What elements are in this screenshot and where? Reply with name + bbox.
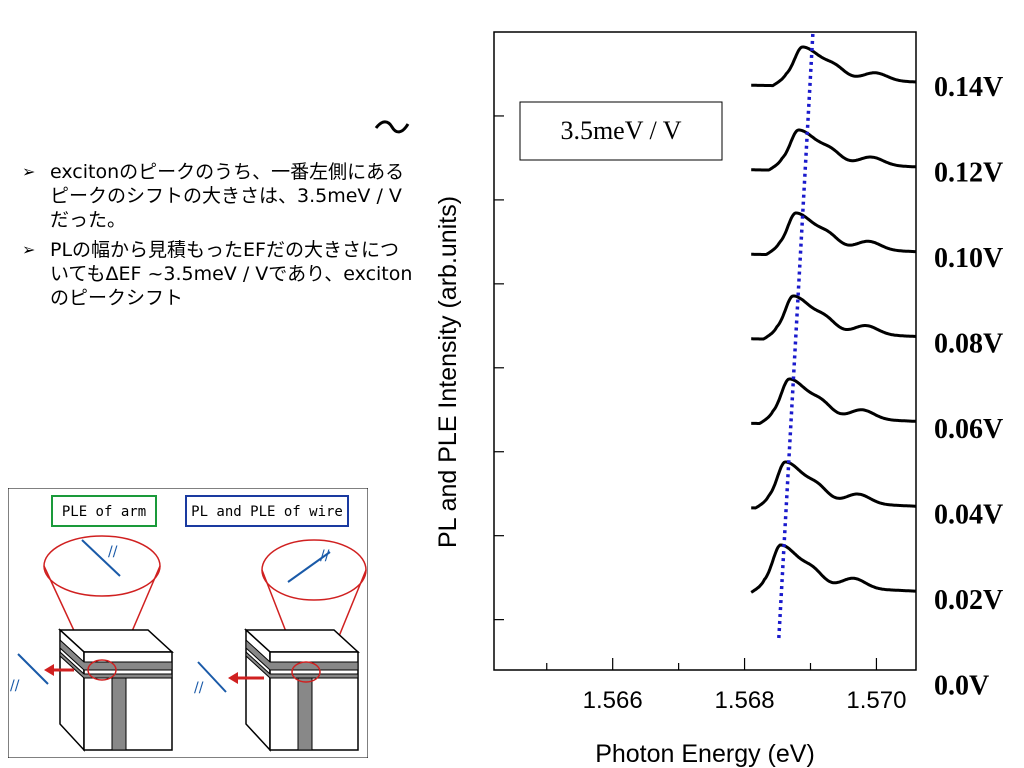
peak-shift-line [777, 33, 815, 639]
spectrum-line [751, 460, 916, 510]
voltage-label: 0.14V [934, 72, 1003, 103]
spectra [750, 45, 917, 594]
arrow-bullet-icon: ➢ [22, 240, 36, 259]
voltage-label: 0.04V [934, 500, 1003, 531]
label-ple-arm-text: PLE of arm [62, 504, 146, 520]
label-pl-ple-wire: PL and PLE of wire [185, 495, 349, 527]
x-tick-label: 1.570 [846, 687, 906, 714]
voltage-label: 0.0V [934, 671, 989, 702]
spectrum-line [751, 128, 916, 172]
label-pl-ple-wire-text: PL and PLE of wire [191, 504, 343, 520]
spectrum-line [751, 377, 916, 425]
voltage-label: 0.12V [934, 158, 1003, 189]
pl-ple-chart: 1.566 1.568 1.570 Photon Energy (eV) PL an… [434, 31, 1003, 768]
plot-frame [493, 31, 917, 671]
note-item-2: ➢ PLの幅から見積もったEFだの大きさについてもΔEF ~3.5meV / V… [12, 238, 417, 310]
spectrum-line [750, 543, 916, 594]
polarization-mark: // [108, 544, 118, 560]
sample-diagram: PLE of arm PL and PLE of wire // // [8, 488, 368, 758]
polarization-mark: // [320, 548, 330, 564]
x-axis-title: Photon Energy (eV) [595, 740, 815, 768]
voltage-label: 0.08V [934, 329, 1003, 360]
x-tick-label: 1.568 [715, 687, 775, 714]
note-item-1: ➢ excitonのピークのうち、一番左側にあるピークのシフトの大きさは、3.5… [12, 160, 417, 232]
spectrum-line [751, 294, 917, 341]
voltage-labels: 0.14V 0.12V 0.10V 0.08V 0.06V 0.04V 0.02V 0.0V [934, 72, 1003, 702]
voltage-label: 0.10V [934, 243, 1003, 274]
notes-list: ➢ excitonのピークのうち、一番左側にあるピークのシフトの大きさは、3.5… [12, 160, 417, 316]
note-text-2: PLの幅から見積もったEFだの大きさについてもΔEF ~3.5meV / Vであ… [50, 239, 413, 309]
note-text-1: excitonのピークのうち、一番左側にあるピークのシフトの大きさは、3.5me… [50, 161, 405, 231]
axis-ticks [494, 115, 878, 670]
tilde-mark [374, 120, 410, 134]
label-ple-arm: PLE of arm [51, 495, 157, 527]
peak-shift-dots [777, 33, 815, 639]
polarization-mark: // [10, 678, 20, 694]
polarization-mark: // [194, 680, 204, 696]
y-axis-title: PL and PLE Intensity (arb.units) [434, 196, 462, 548]
left-sample-block: // [10, 628, 174, 752]
x-tick-labels: 1.566 1.568 1.570 [583, 687, 907, 714]
slope-annotation: 3.5meV / V [560, 116, 681, 145]
spectrum-line [751, 211, 916, 256]
arrow-bullet-icon: ➢ [22, 162, 36, 181]
spectrum-line [751, 45, 917, 88]
voltage-label: 0.02V [934, 585, 1003, 616]
slope-annotation-box: 3.5meV / V [519, 101, 723, 161]
right-sample-block: // [194, 628, 360, 752]
voltage-label: 0.06V [934, 414, 1003, 445]
x-tick-label: 1.566 [583, 687, 643, 714]
